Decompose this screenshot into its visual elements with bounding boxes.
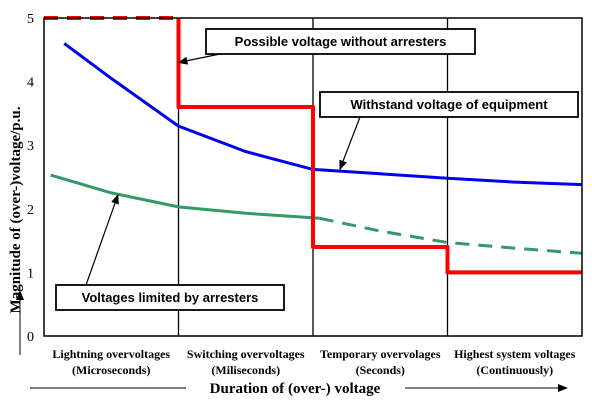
annotation-box-withstand (319, 91, 579, 118)
annotation-possible: Possible voltage without arresters (235, 34, 447, 49)
category-sublabel: (Continuously) (476, 363, 553, 377)
y-axis-title: Magnitude of (over-)voltage/p.u. (8, 106, 24, 313)
y-tick-label: 4 (27, 76, 34, 91)
category-labels: Lightning overvoltages (Microseconds) Swit… (52, 347, 575, 377)
annotation-pointer-possible (177, 53, 221, 65)
y-tick-label: 3 (27, 139, 34, 154)
annotation-pointer-withstand (339, 116, 361, 171)
category-label: Switching overvoltages (187, 347, 305, 361)
category-label: Temporary overvolages (320, 347, 441, 361)
category-sublabel: (Microseconds) (72, 363, 150, 377)
annotation-box-limited (55, 284, 285, 311)
y-tick-label: 0 (27, 330, 34, 345)
annotation-pointer-limited (85, 193, 119, 286)
category-label: Highest system voltages (454, 347, 576, 361)
x-axis-title: Duration of (over-) voltage (210, 381, 381, 397)
y-tick-label: 2 (27, 203, 34, 218)
annotation-withstand: Withstand voltage of equipment (350, 97, 548, 112)
series-layer (44, 16, 583, 275)
category-sublabel: (Miliseconds) (211, 363, 280, 377)
annotation-box-possible (205, 28, 476, 55)
series-limited-line (50, 173, 320, 220)
category-label: Lightning overvoltages (52, 347, 170, 361)
annotation-limited: Voltages limited by arresters (82, 290, 259, 305)
series-possible-line (176, 18, 582, 275)
y-tick-label: 5 (27, 12, 34, 27)
annotations: Possible voltage without arresters Withs… (55, 28, 579, 311)
plot-frame (43, 17, 583, 337)
y-tick-label: 1 (27, 266, 34, 281)
series-limited-line (319, 216, 583, 255)
category-sublabel: (Seconds) (356, 363, 405, 377)
y-tick-labels: 0 1 2 3 4 5 (27, 12, 34, 345)
